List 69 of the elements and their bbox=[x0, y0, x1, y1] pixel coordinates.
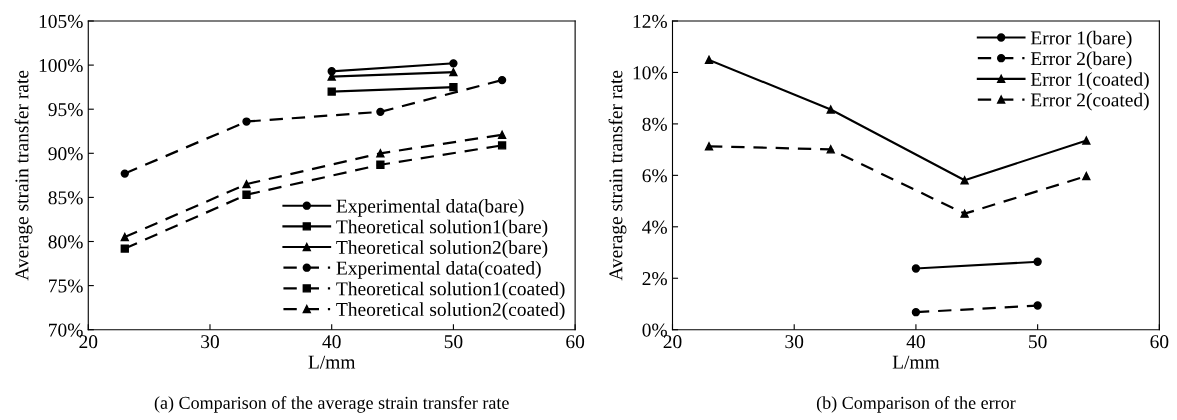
legend-label: Error 1(coated) bbox=[1030, 72, 1149, 90]
x-tick-label: 60 bbox=[1150, 335, 1169, 349]
x-tick-label: 40 bbox=[906, 335, 925, 349]
y-axis-title: Average strain transfer rate bbox=[608, 70, 627, 281]
point bbox=[120, 232, 129, 242]
legend-label: Theoretical solution2(bare) bbox=[336, 240, 548, 258]
x-tick-label: 30 bbox=[201, 335, 219, 349]
y-tick-label: 8% bbox=[642, 117, 667, 131]
y-tick-label: 4% bbox=[642, 220, 667, 234]
y-tick-label: 105% bbox=[39, 14, 83, 28]
y-tick-label: 10% bbox=[633, 66, 667, 80]
point bbox=[242, 117, 251, 126]
point bbox=[327, 87, 336, 96]
y-axis-title: Average strain transfer rate bbox=[14, 70, 33, 281]
point bbox=[497, 75, 507, 85]
y-tick-label: 6% bbox=[642, 169, 667, 183]
legend-label: Experimental data(coated) bbox=[336, 261, 541, 279]
y-tick-label: 90% bbox=[48, 147, 83, 161]
legend-label: Error 2(bare) bbox=[1030, 51, 1132, 70]
point bbox=[376, 160, 385, 169]
point bbox=[1082, 171, 1091, 181]
legend-label: Theoretical solution1(bare) bbox=[336, 219, 548, 238]
point bbox=[826, 145, 835, 154]
x-tick-label: 20 bbox=[79, 335, 98, 349]
point bbox=[704, 142, 714, 151]
text: (a) Comparison of the average strain transfer rate bbox=[154, 396, 509, 413]
point bbox=[449, 82, 458, 92]
x-axis-title: L/mm bbox=[892, 355, 940, 369]
y-tick-label: 75% bbox=[49, 279, 83, 293]
point bbox=[120, 244, 129, 253]
point bbox=[1033, 257, 1042, 266]
x-tick-label: 30 bbox=[785, 335, 804, 349]
y-tick-label: 12% bbox=[633, 14, 667, 28]
x-tick-label: 50 bbox=[1029, 335, 1047, 349]
point bbox=[449, 67, 458, 77]
point bbox=[497, 130, 507, 139]
x-tick-label: 60 bbox=[566, 335, 585, 349]
point bbox=[911, 264, 921, 273]
legend-label: Theoretical solution1(coated) bbox=[336, 281, 565, 300]
point bbox=[376, 107, 385, 117]
y-tick-label: 100% bbox=[39, 58, 83, 73]
point bbox=[1082, 136, 1091, 145]
y-tick-label: 95% bbox=[48, 103, 83, 117]
point bbox=[826, 105, 835, 114]
point bbox=[497, 141, 507, 150]
point bbox=[704, 55, 714, 65]
legend-label: Experimental data(bare) bbox=[336, 199, 524, 217]
y-tick-label: 85% bbox=[48, 191, 83, 205]
point bbox=[1033, 301, 1042, 310]
point bbox=[911, 308, 921, 317]
x-axis-title: L/mm bbox=[308, 355, 356, 369]
point bbox=[960, 176, 969, 185]
point bbox=[376, 149, 385, 158]
legend-label: Error 1(bare) bbox=[1030, 30, 1132, 49]
legend-label: Theoretical solution2(coated) bbox=[336, 302, 565, 320]
point bbox=[242, 180, 251, 189]
point bbox=[449, 59, 458, 68]
point bbox=[242, 190, 251, 199]
text: (b) Comparison of the error bbox=[816, 396, 1016, 413]
y-tick-label: 80% bbox=[48, 235, 83, 249]
y-tick-label: 0% bbox=[642, 323, 667, 337]
x-tick-label: 50 bbox=[444, 335, 463, 349]
x-tick-label: 40 bbox=[322, 335, 341, 349]
y-tick-label: 70% bbox=[49, 323, 83, 337]
point bbox=[960, 209, 969, 218]
point bbox=[120, 169, 129, 178]
y-tick-label: 2% bbox=[642, 272, 667, 286]
legend-label: Error 2(coated) bbox=[1030, 92, 1149, 111]
x-tick-label: 20 bbox=[663, 335, 682, 349]
